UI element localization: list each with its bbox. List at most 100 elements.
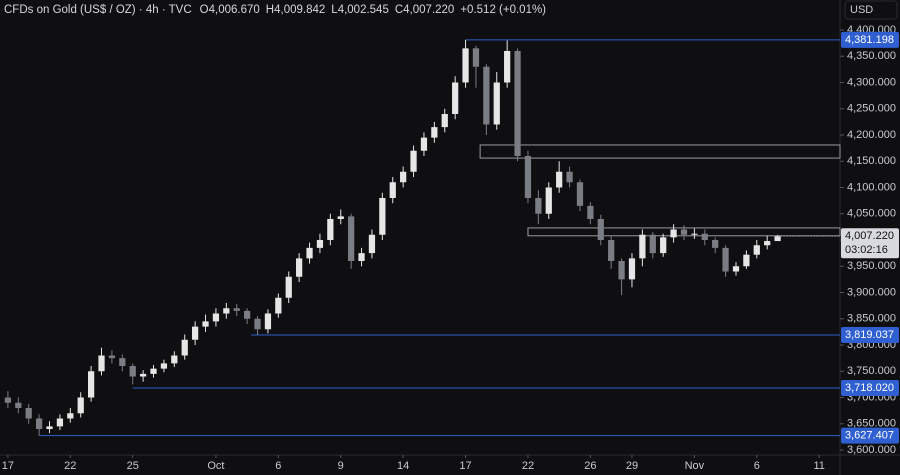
candle-body bbox=[202, 321, 209, 327]
candle-body bbox=[400, 171, 407, 183]
x-tick-label: 29 bbox=[626, 460, 638, 472]
candle-body bbox=[701, 233, 708, 240]
candle-body bbox=[420, 137, 428, 151]
candle-body bbox=[327, 218, 334, 240]
candle-body bbox=[680, 229, 688, 235]
change: +0.512 (+0.01%) bbox=[460, 4, 546, 16]
candle-body bbox=[316, 239, 324, 248]
candle-body bbox=[379, 197, 386, 235]
level-label: 3,718.020 bbox=[845, 382, 894, 394]
candle-body bbox=[597, 218, 604, 240]
candle-body bbox=[504, 50, 511, 83]
candle-body bbox=[670, 229, 677, 238]
level-label-box bbox=[841, 380, 899, 397]
candle-body bbox=[296, 258, 303, 277]
candle-body bbox=[254, 318, 261, 330]
ohlc-label: L bbox=[331, 4, 338, 16]
ohlc-label: H bbox=[266, 4, 274, 16]
level-label-box bbox=[841, 427, 899, 444]
ohlc-value: 4,006.670 bbox=[209, 4, 260, 16]
y-tick-label: 4,100.000 bbox=[847, 181, 896, 193]
x-tick-label: 17 bbox=[459, 460, 471, 472]
level-label: 3,819.037 bbox=[845, 329, 894, 341]
candle-body bbox=[348, 216, 355, 261]
candle-body bbox=[119, 358, 126, 367]
candle-body bbox=[576, 182, 584, 206]
candle-body bbox=[462, 48, 469, 83]
x-tick-label: 14 bbox=[397, 460, 409, 472]
y-tick-label: 4,200.000 bbox=[847, 129, 896, 141]
candle-body bbox=[212, 313, 220, 322]
candle-body bbox=[628, 258, 636, 280]
y-tick-label: 3,850.000 bbox=[847, 313, 896, 325]
level-label-box bbox=[841, 327, 899, 344]
ohlc-value: 4,002.545 bbox=[338, 4, 389, 16]
y-tick-label: 4,150.000 bbox=[847, 155, 896, 167]
candle-body bbox=[77, 397, 84, 414]
candle-body bbox=[306, 247, 313, 259]
zone bbox=[479, 144, 841, 159]
ohlc-label: C bbox=[395, 4, 403, 16]
x-tick-label: 26 bbox=[584, 460, 596, 472]
x-tick-label: 25 bbox=[127, 460, 139, 472]
candle-body bbox=[493, 82, 500, 125]
candle-body bbox=[160, 363, 168, 369]
candle-body bbox=[56, 418, 64, 427]
x-tick-label: 22 bbox=[64, 460, 76, 472]
candle-body bbox=[171, 355, 178, 364]
candle-body bbox=[264, 313, 272, 330]
candle-body bbox=[15, 402, 22, 409]
candle-body bbox=[275, 297, 282, 314]
candle-body bbox=[660, 237, 667, 254]
y-tick-label: 4,300.000 bbox=[847, 76, 896, 88]
candle-body bbox=[743, 254, 750, 267]
candle-body bbox=[358, 253, 365, 261]
candle-body bbox=[285, 276, 292, 298]
candle-body bbox=[774, 236, 781, 242]
candle-body bbox=[722, 247, 729, 272]
candle-body bbox=[140, 373, 147, 377]
candle-body bbox=[753, 245, 760, 255]
candle-body bbox=[691, 233, 698, 235]
candle-body bbox=[566, 171, 573, 183]
x-tick-label: 11 bbox=[813, 460, 824, 472]
header: CFDs on Gold (US$ / OZ) · 4h · TVC O 4,00… bbox=[4, 4, 546, 16]
last-price-label: 4,007.220 bbox=[845, 230, 894, 242]
candle-body bbox=[764, 241, 771, 246]
x-tick-label: 6 bbox=[275, 460, 281, 472]
candle-body bbox=[150, 368, 157, 374]
candle-body bbox=[431, 127, 438, 138]
candle-body bbox=[108, 355, 116, 359]
candle-body bbox=[192, 326, 199, 340]
countdown: 03:02:16 bbox=[845, 244, 888, 256]
candle-body bbox=[472, 48, 480, 67]
candle-body bbox=[337, 216, 344, 219]
level-label: 3,627.407 bbox=[845, 430, 894, 442]
y-tick-label: 4,350.000 bbox=[847, 50, 896, 62]
candle-body bbox=[618, 260, 625, 280]
candle-body bbox=[535, 197, 542, 214]
symbol: CFDs on Gold (US$ / OZ) · 4h · TVC bbox=[4, 4, 192, 16]
candle-body bbox=[712, 239, 719, 248]
candle-body bbox=[524, 155, 532, 198]
ohlc-value: 4,007.220 bbox=[403, 4, 454, 16]
candle-body bbox=[181, 339, 188, 356]
y-tick-label: 4,400.000 bbox=[847, 24, 896, 36]
candle-body bbox=[35, 418, 43, 430]
plot bbox=[4, 39, 841, 437]
candle-body bbox=[244, 310, 251, 319]
candle-body bbox=[410, 150, 417, 172]
x-tick-label: Oct bbox=[207, 460, 224, 472]
y-tick-label: 3,750.000 bbox=[847, 365, 896, 377]
candle-body bbox=[46, 426, 53, 430]
x-tick-label: 6 bbox=[754, 460, 760, 472]
candle-body bbox=[732, 266, 740, 272]
x-tick-label: 17 bbox=[2, 460, 14, 472]
candle-body bbox=[639, 234, 646, 259]
candle-body bbox=[25, 408, 32, 419]
y-tick-label: 3,900.000 bbox=[847, 286, 896, 298]
x-tick-label: Nov bbox=[685, 460, 705, 472]
candle-body bbox=[441, 113, 448, 128]
